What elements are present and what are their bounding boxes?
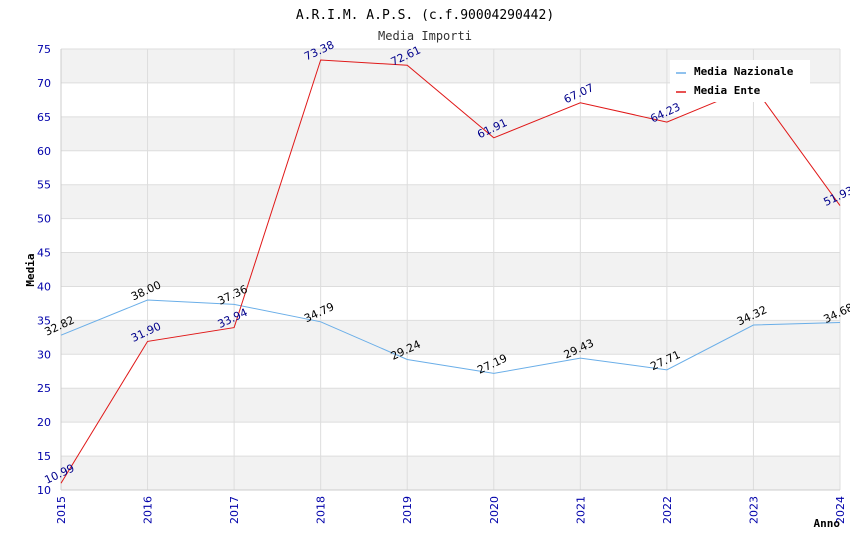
y-tick-label: 45: [37, 247, 51, 260]
grid-band: [61, 184, 840, 219]
x-tick-label: 2024: [834, 496, 847, 524]
chart-subtitle: Media Importi: [378, 29, 472, 43]
legend-box: [670, 60, 810, 102]
grid-bands: [61, 49, 840, 490]
legend-label-media-nazionale: Media Nazionale: [694, 65, 794, 78]
x-tick-label: 2020: [488, 496, 501, 524]
legend: Media Nazionale Media Ente: [670, 60, 810, 102]
y-tick-label: 75: [37, 43, 51, 56]
grid-band: [61, 252, 840, 287]
y-tick-label: 15: [37, 450, 51, 463]
x-tick-label: 2022: [661, 496, 674, 524]
y-tick-label: 50: [37, 213, 51, 226]
y-tick-label: 60: [37, 145, 51, 158]
x-tick-label: 2023: [747, 496, 760, 524]
x-tick-label: 2019: [401, 496, 414, 524]
legend-label-media-ente: Media Ente: [694, 84, 761, 97]
y-tick-label: 25: [37, 382, 51, 395]
chart-title: A.R.I.M. A.P.S. (c.f.90004290442): [296, 8, 554, 23]
data-label: 67.07: [562, 81, 596, 106]
x-tick-label: 2016: [142, 496, 155, 524]
y-tick-label: 40: [37, 280, 51, 293]
series-line-media-ente: [60, 59, 841, 484]
y-axis-label: Media: [24, 253, 37, 286]
grid-band: [61, 456, 840, 490]
x-axis-label: Anno: [814, 517, 841, 530]
y-tick-label: 10: [37, 484, 51, 497]
series-line-media-nazionale: [60, 299, 841, 374]
y-tick-label: 55: [37, 179, 51, 192]
grid-band: [61, 320, 840, 355]
x-tick-label: 2015: [55, 496, 68, 524]
y-tick-label: 70: [37, 77, 51, 90]
y-tick-label: 65: [37, 111, 51, 124]
y-tick-labels: 10 15 20 25 30 35 40 45 50 55 60 65 70 75: [37, 43, 51, 497]
x-tick-labels: 2015 2016 2017 2018 2019 2020 2021 2022 2023 2024: [55, 496, 847, 524]
x-tick-label: 2018: [315, 496, 328, 524]
grid-band: [61, 116, 840, 151]
x-tick-label: 2017: [228, 496, 241, 524]
grid-band: [61, 388, 840, 423]
axes: [60, 49, 840, 491]
x-tick-label: 2021: [574, 496, 587, 524]
y-tick-label: 20: [37, 416, 51, 429]
series-lines: [60, 59, 841, 484]
y-tick-label: 35: [37, 314, 51, 327]
y-tick-label: 30: [37, 348, 51, 361]
